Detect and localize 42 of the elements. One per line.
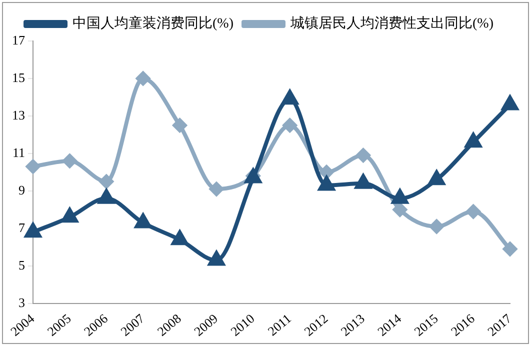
point: [99, 174, 114, 189]
point: [62, 154, 77, 168]
x-tick-label: 2011: [264, 310, 294, 339]
y-tick-label: 7: [18, 220, 26, 235]
y-tick-label: 15: [12, 70, 25, 85]
point: [428, 170, 445, 186]
point: [282, 90, 298, 105]
y-tick-label: 3: [18, 294, 25, 310]
point: [208, 251, 225, 266]
point: [503, 242, 517, 256]
point: [172, 118, 187, 132]
legend-label: 城镇居民人均消费性支出同比(%): [290, 16, 494, 32]
point: [465, 133, 482, 148]
point: [355, 174, 372, 189]
y-tick-label: 13: [12, 107, 25, 122]
point: [392, 202, 407, 217]
point: [356, 148, 370, 162]
point: [24, 223, 42, 238]
point: [502, 96, 518, 110]
y-tick-label: 17: [12, 32, 26, 48]
point: [466, 204, 480, 219]
y-tick-label: 9: [18, 182, 25, 198]
point: [318, 176, 335, 191]
point: [172, 230, 188, 246]
point: [136, 71, 150, 86]
y-tick-label: 11: [12, 144, 25, 160]
point: [282, 118, 297, 132]
x-tick-label: 2013: [338, 310, 368, 339]
point: [62, 208, 78, 223]
x-tick-label: 2010: [228, 310, 258, 339]
point: [392, 189, 408, 204]
point: [98, 189, 114, 204]
x-tick-label: 2008: [154, 310, 184, 339]
legend-label: 中国人均童装消费同比(%): [72, 16, 234, 32]
x-tick-label: 2009: [191, 310, 221, 339]
point: [135, 214, 152, 228]
point: [209, 182, 224, 196]
x-tick-label: 2012: [301, 310, 331, 339]
point: [320, 165, 334, 180]
point: [430, 220, 444, 234]
y-tick-label: 5: [18, 257, 25, 272]
point: [26, 160, 40, 174]
